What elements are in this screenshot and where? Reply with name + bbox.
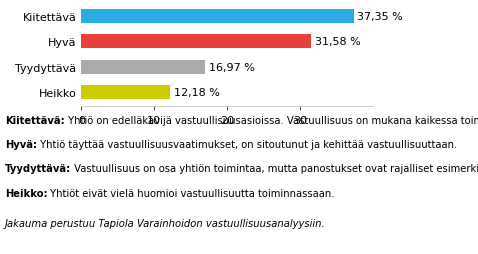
Text: Yhtiö on edelläkävijä vastuullisuusasioissa. Vastuullisuus on mukana kaikessa to: Yhtiö on edelläkävijä vastuullisuusasioi… bbox=[65, 116, 478, 125]
Text: 31,58 %: 31,58 % bbox=[315, 37, 361, 47]
Bar bbox=[81, 35, 312, 49]
Text: 37,35 %: 37,35 % bbox=[357, 11, 403, 22]
Text: Kiitettävä:: Kiitettävä: bbox=[5, 116, 65, 125]
Text: Hyvä:: Hyvä: bbox=[5, 140, 37, 150]
Text: Vastuullisuus on osa yhtiön toimintaa, mutta panostukset ovat rajalliset esimerk: Vastuullisuus on osa yhtiön toimintaa, m… bbox=[71, 164, 478, 174]
Text: Yhtiö täyttää vastuullisuusvaatimukset, on sitoutunut ja kehittää vastuullisuutt: Yhtiö täyttää vastuullisuusvaatimukset, … bbox=[37, 140, 457, 150]
Text: Tyydyttävä:: Tyydyttävä: bbox=[5, 164, 71, 174]
Bar bbox=[81, 86, 170, 100]
Text: 16,97 %: 16,97 % bbox=[208, 62, 254, 72]
Bar bbox=[81, 9, 354, 23]
Text: Heikko:: Heikko: bbox=[5, 188, 47, 198]
Text: Jakauma perustuu Tapiola Varainhoidon vastuullisuusanalyysiin.: Jakauma perustuu Tapiola Varainhoidon va… bbox=[5, 218, 326, 228]
Text: 12,18 %: 12,18 % bbox=[174, 88, 219, 98]
Bar bbox=[81, 60, 205, 74]
Text: Yhtiöt eivät vielä huomioi vastuullisuutta toiminnassaan.: Yhtiöt eivät vielä huomioi vastuullisuut… bbox=[47, 188, 335, 198]
